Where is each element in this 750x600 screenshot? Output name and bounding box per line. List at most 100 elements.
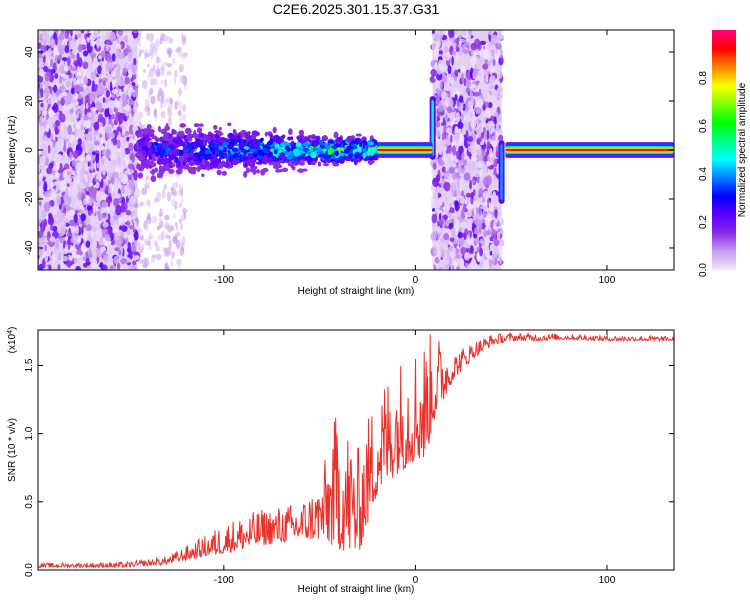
heatmap-cell (113, 119, 117, 126)
heatmap-cell (72, 150, 80, 159)
heatmap-cell (75, 92, 79, 99)
heatmap-cell (141, 257, 147, 268)
heatmap-cell (173, 69, 178, 79)
heatmap-cell (463, 30, 467, 36)
heatmap-cell (72, 182, 78, 194)
heatmap-cell (71, 232, 76, 239)
heatmap-cell (39, 155, 46, 166)
heatmap-cell (482, 190, 490, 200)
heatmap-cell (164, 61, 168, 66)
heatmap-cell (51, 105, 56, 111)
heatmap-cell (449, 182, 457, 192)
heatmap-cell (148, 245, 152, 251)
heatmap-cell (40, 87, 44, 98)
heatmap-cell (51, 127, 55, 135)
heatmap-cell (472, 179, 476, 185)
heatmap-cell (166, 35, 171, 43)
heatmap-cell (463, 49, 470, 55)
heatmap-cell (202, 165, 207, 170)
heatmap-cell (133, 111, 140, 123)
heatmap-cell (326, 158, 332, 164)
heatmap-cell (55, 120, 61, 127)
heatmap-cell (438, 212, 442, 221)
heatmap-cell (269, 133, 273, 139)
heatmap-cell (465, 205, 473, 210)
heatmap-cell (449, 111, 454, 122)
heatmap-cell (55, 210, 60, 217)
heatmap-cell (148, 32, 155, 43)
heatmap-cell (88, 247, 92, 259)
heatmap-cell (117, 64, 121, 75)
heatmap-cell (144, 98, 150, 107)
heatmap-cell (222, 147, 228, 153)
heatmap-cell (460, 113, 465, 122)
heatmap-cell (107, 180, 112, 185)
heatmap-cell (464, 252, 471, 261)
heatmap-cell (211, 160, 219, 168)
heatmap-cell (62, 92, 68, 97)
heatmap-cell (109, 31, 116, 43)
x-tick-label: 0 (413, 575, 419, 586)
heatmap-cell (118, 30, 124, 37)
heatmap-cell (267, 153, 271, 158)
heatmap-cell (185, 129, 191, 133)
heatmap-cell (64, 44, 70, 54)
heatmap-cell (435, 121, 441, 128)
heatmap-cell (164, 222, 169, 230)
heatmap-cell (77, 236, 81, 244)
heatmap-cell (490, 34, 494, 45)
heatmap-cell (438, 146, 443, 156)
heatmap-cell (493, 158, 497, 166)
heatmap-cell (47, 144, 51, 154)
heatmap-cell (436, 95, 441, 106)
heatmap-cell (147, 148, 153, 156)
heatmap-cell (473, 119, 479, 125)
heatmap-cell (85, 240, 91, 248)
heatmap-cell (478, 193, 482, 198)
heatmap-cell (125, 111, 129, 117)
heatmap-cell (327, 149, 332, 156)
heatmap-cell (200, 145, 205, 151)
heatmap-cell (438, 187, 444, 194)
heatmap-cell (498, 239, 505, 246)
heatmap-cell (116, 147, 122, 153)
heatmap-cell (372, 147, 377, 152)
x-tick-label: -100 (214, 275, 234, 286)
heatmap-cell (262, 147, 269, 154)
heatmap-cell (66, 232, 72, 237)
heatmap-cell (137, 172, 144, 179)
heatmap-cell (477, 69, 482, 76)
heatmap-cell (59, 113, 66, 123)
heatmap-cell (183, 84, 187, 90)
heatmap-cell (134, 240, 138, 246)
heatmap-cell (448, 76, 455, 85)
heatmap-cell (82, 61, 89, 70)
heatmap-cell (454, 94, 458, 101)
heatmap-cell (75, 39, 79, 48)
heatmap-cell (229, 163, 234, 168)
heatmap-cell (350, 144, 358, 151)
heatmap-cell (105, 196, 113, 204)
heatmap-cell (99, 133, 102, 138)
heatmap-cell (151, 153, 156, 159)
heatmap-cell (159, 103, 164, 109)
heatmap-cell (492, 229, 496, 236)
heatmap-cell (430, 231, 438, 241)
heatmap-cell (438, 266, 443, 270)
heatmap-cell (121, 128, 126, 136)
heatmap-cell (124, 76, 130, 85)
heatmap-cell (100, 68, 108, 76)
heatmap-cell (473, 214, 477, 221)
heatmap-cell (131, 82, 136, 87)
heatmap-cell (170, 260, 174, 268)
heatmap-cell (256, 169, 260, 174)
heatmap-cell (43, 100, 48, 110)
heatmap-cell (38, 216, 44, 221)
heatmap-cell (249, 168, 256, 173)
heatmap-cell (368, 155, 374, 161)
heatmap-cell (332, 162, 340, 167)
heatmap-cell (106, 245, 112, 255)
heatmap-cell (469, 112, 473, 118)
heatmap-cell (443, 233, 450, 241)
heatmap-cell (458, 83, 462, 88)
